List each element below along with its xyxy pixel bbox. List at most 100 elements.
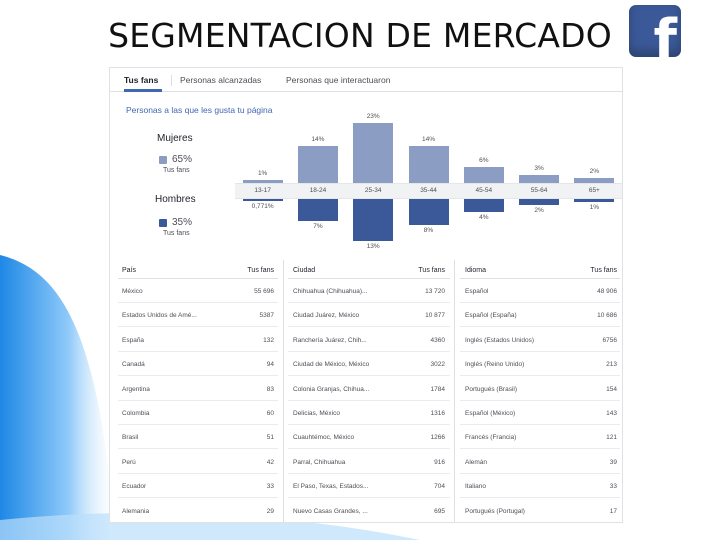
table-row-divider xyxy=(118,400,278,401)
countries-row-fans: 60 xyxy=(224,410,274,417)
table-row-divider xyxy=(460,351,620,352)
men-age-bar[interactable] xyxy=(243,199,283,201)
languages-row-label: Alemán xyxy=(465,459,487,466)
table-row-divider xyxy=(460,497,620,498)
age-group-label: 65+ xyxy=(574,187,614,194)
table-row-divider xyxy=(288,375,450,376)
men-age-bar[interactable] xyxy=(519,199,559,205)
cities-row-fans: 1266 xyxy=(395,434,445,441)
men-percent-label: 13% xyxy=(353,243,393,250)
tab-separator xyxy=(171,75,172,86)
countries-row-label: Estados Unidos de Amé... xyxy=(122,312,197,319)
age-group-label: 45-54 xyxy=(464,187,504,194)
men-age-bar[interactable] xyxy=(464,199,504,212)
cities-row-fans: 704 xyxy=(395,483,445,490)
tab-personas-que-interactuaron[interactable]: Personas que interactuaron xyxy=(286,75,390,85)
section-heading: Personas a las que les gusta tu página xyxy=(126,105,273,115)
languages-row-fans: 48 906 xyxy=(567,288,617,295)
countries-row-label: Brasil xyxy=(122,434,138,441)
women-percent-label: 6% xyxy=(464,157,504,164)
cities-row-label: Ciudad de México, México xyxy=(293,361,369,368)
women-age-bar[interactable] xyxy=(243,180,283,183)
languages-row-fans: 10 686 xyxy=(567,312,617,319)
tab-bar: Tus fans Personas alcanzadas Personas qu… xyxy=(110,68,623,92)
languages-header-label: Idioma xyxy=(465,267,486,274)
languages-row-fans: 6756 xyxy=(567,337,617,344)
facebook-insights-screenshot: Tus fans Personas alcanzadas Personas qu… xyxy=(109,67,623,523)
tab-tus-fans[interactable]: Tus fans xyxy=(124,75,158,85)
cities-header-fans: Tus fans xyxy=(390,267,445,274)
table-row-divider xyxy=(288,302,450,303)
tab-personas-alcanzadas[interactable]: Personas alcanzadas xyxy=(180,75,261,85)
cities-row-label: El Paso, Texas, Estados... xyxy=(293,483,368,490)
countries-row-fans: 42 xyxy=(224,459,274,466)
header-divider xyxy=(288,278,450,279)
countries-row-label: Perú xyxy=(122,459,136,466)
countries-row-label: Colombia xyxy=(122,410,149,417)
women-percent-label: 23% xyxy=(353,113,393,120)
cities-row-label: Ranchería Juárez, Chih... xyxy=(293,337,367,344)
table-row-divider xyxy=(288,473,450,474)
countries-header-label: País xyxy=(122,267,136,274)
facebook-logo-letter: f xyxy=(654,13,678,57)
languages-row-label: Francés (Francia) xyxy=(465,434,516,441)
table-divider xyxy=(454,260,455,523)
cities-row-fans: 1316 xyxy=(395,410,445,417)
table-row-divider xyxy=(288,497,450,498)
table-row-divider xyxy=(460,448,620,449)
men-age-bar[interactable] xyxy=(353,199,393,241)
countries-row-label: Alemania xyxy=(122,508,149,515)
table-row-divider xyxy=(460,400,620,401)
women-age-bar[interactable] xyxy=(464,167,504,183)
countries-row-fans: 55 696 xyxy=(224,288,274,295)
languages-row-label: Español (México) xyxy=(465,410,515,417)
women-legend-percentage: 65% xyxy=(172,154,192,165)
table-row-divider xyxy=(288,351,450,352)
header-divider xyxy=(118,278,278,279)
women-age-bar[interactable] xyxy=(353,123,393,183)
age-group-label: 25-34 xyxy=(353,187,393,194)
women-legend-swatch xyxy=(159,156,167,164)
women-age-bar[interactable] xyxy=(574,178,614,183)
table-row-divider xyxy=(288,326,450,327)
men-legend-swatch xyxy=(159,219,167,227)
cities-row-label: Chihuahua (Chihuahua)... xyxy=(293,288,367,295)
men-age-bar[interactable] xyxy=(298,199,338,221)
table-row-divider xyxy=(118,302,278,303)
men-percent-label: 2% xyxy=(519,207,559,214)
men-legend-title: Hombres xyxy=(155,194,196,205)
cities-row-label: Ciudad Juárez, México xyxy=(293,312,359,319)
men-percent-label: 1% xyxy=(574,204,614,211)
cities-row-label: Parral, Chihuahua xyxy=(293,459,345,466)
facebook-logo-icon: f xyxy=(629,5,681,57)
men-age-bar[interactable] xyxy=(409,199,449,225)
cities-row-label: Cuauhtémoc, México xyxy=(293,434,354,441)
women-age-bar[interactable] xyxy=(519,175,559,183)
men-age-bar[interactable] xyxy=(574,199,614,202)
cities-row-label: Nuevo Casas Grandes, ... xyxy=(293,508,368,515)
age-group-label: 13-17 xyxy=(243,187,283,194)
men-legend-percentage: 35% xyxy=(172,217,192,228)
women-age-bar[interactable] xyxy=(409,146,449,183)
languages-row-fans: 143 xyxy=(567,410,617,417)
countries-row-fans: 132 xyxy=(224,337,274,344)
languages-header-fans: Tus fans xyxy=(562,267,617,274)
languages-row-label: Italiano xyxy=(465,483,486,490)
languages-row-fans: 121 xyxy=(567,434,617,441)
table-divider xyxy=(283,260,284,523)
languages-row-fans: 33 xyxy=(567,483,617,490)
women-percent-label: 3% xyxy=(519,165,559,172)
men-percent-label: 4% xyxy=(464,214,504,221)
men-percent-label: 0,771% xyxy=(243,203,283,210)
countries-row-fans: 51 xyxy=(224,434,274,441)
table-row-divider xyxy=(288,424,450,425)
cities-row-label: Delicias, México xyxy=(293,410,340,417)
table-row-divider xyxy=(118,326,278,327)
header-divider xyxy=(460,278,620,279)
women-age-bar[interactable] xyxy=(298,146,338,183)
table-row-divider xyxy=(460,302,620,303)
languages-row-fans: 17 xyxy=(567,508,617,515)
languages-row-label: Portugués (Portugal) xyxy=(465,508,525,515)
cities-row-fans: 695 xyxy=(395,508,445,515)
table-row-divider xyxy=(118,448,278,449)
